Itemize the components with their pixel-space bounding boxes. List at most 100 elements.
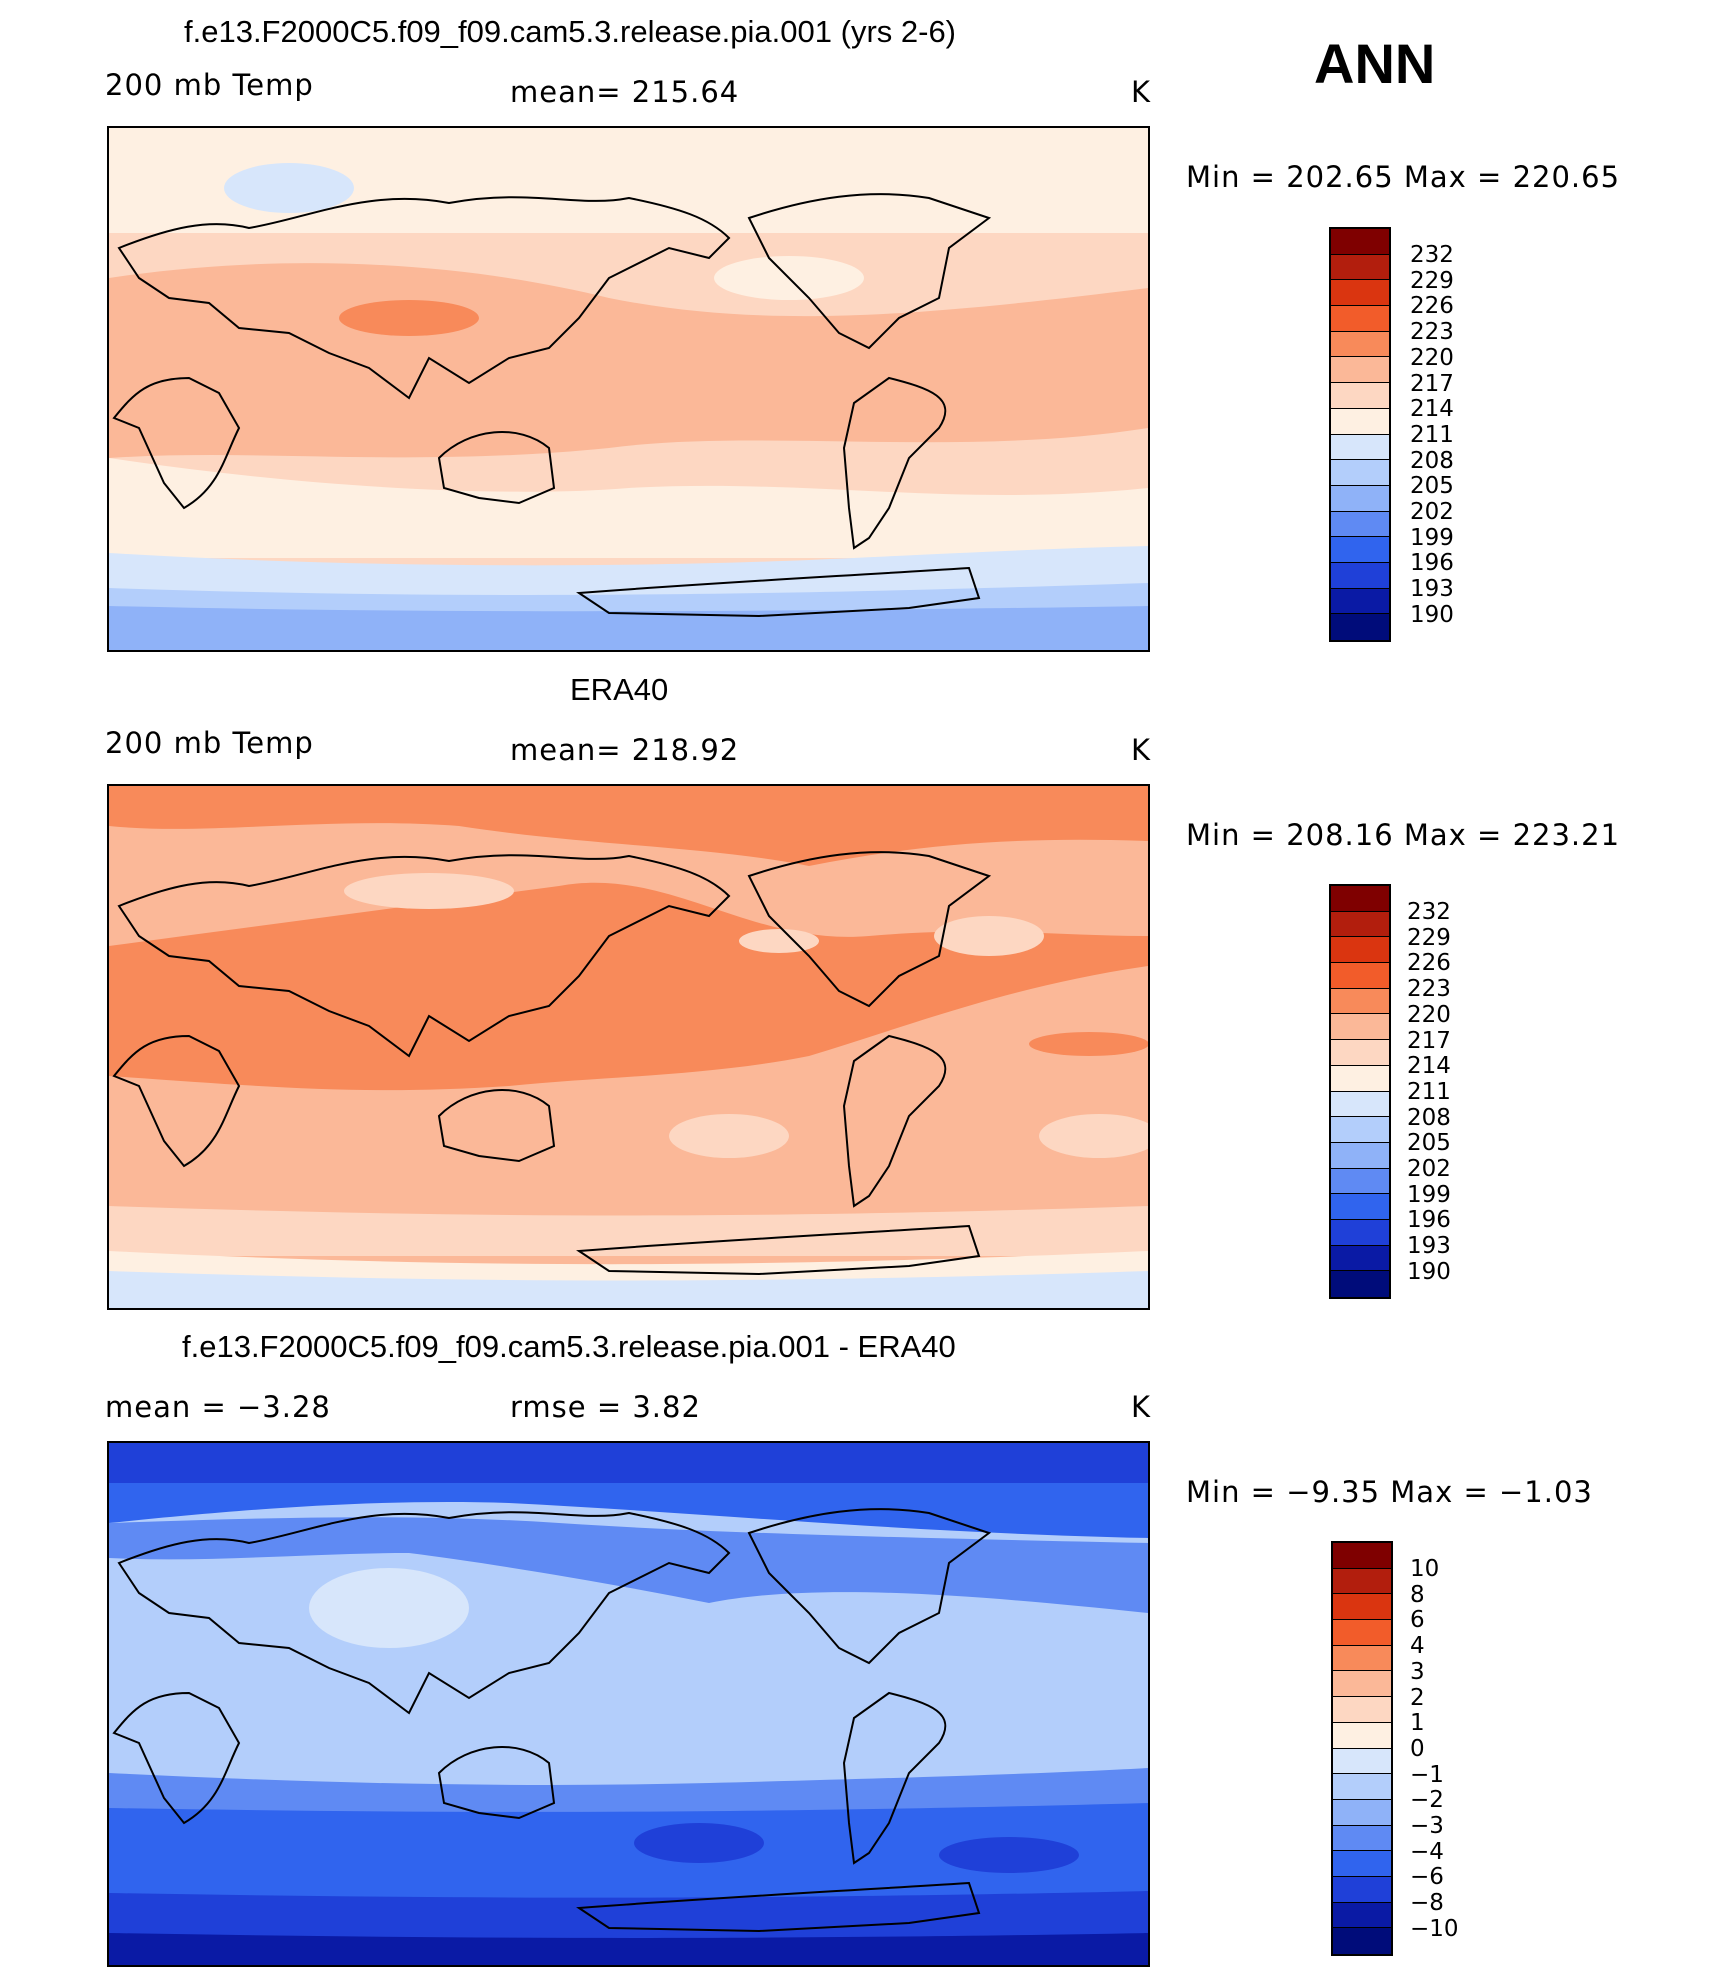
colorbar-tick-label: 232 [1410,242,1454,268]
colorbar-tick-label: 8 [1410,1581,1425,1608]
colorbar-tick-label: 217 [1410,370,1454,397]
colorbar-tick-label: 202 [1407,1156,1451,1182]
colorbar-tick-label: −6 [1410,1864,1444,1891]
colorbar-tick-label: 190 [1407,1258,1451,1285]
colorbar-tick-label: 214 [1407,1053,1451,1080]
panel2-minmax: Min = 208.16 Max = 223.21 [1186,818,1621,852]
panel1-mean-label: mean= 215.64 [510,75,740,109]
colorbar-tick-label: 190 [1410,601,1454,628]
colorbar-tick-label: 217 [1407,1027,1451,1054]
colorbar-swatch [1333,1902,1391,1929]
season-label: ANN [1314,32,1436,95]
colorbar-swatch [1331,1245,1389,1272]
panel3-coastlines [112,1508,992,1933]
colorbar-swatch [1331,614,1389,640]
colorbar-swatch [1331,306,1389,332]
colorbar-tick-label: 229 [1410,267,1454,294]
colorbar-swatch [1333,1876,1391,1903]
panel3-units-label: K [1131,1390,1152,1424]
colorbar-swatch [1331,1065,1389,1092]
colorbar-tick-label: 220 [1407,1001,1451,1028]
colorbar-swatch [1331,408,1389,435]
colorbar-swatch [1333,1697,1391,1723]
colorbar-swatch [1331,1117,1389,1143]
colorbar-tick-label: −10 [1410,1915,1459,1942]
panel1-title: f.e13.F2000C5.f09_f09.cam5.3.release.pia… [184,14,957,49]
panel1-coastlines [112,193,992,618]
colorbar-tick-label: 229 [1407,924,1451,951]
colorbar-swatch [1331,1014,1389,1041]
panel3-mean-label: mean = −3.28 [105,1390,331,1424]
panel2-units-label: K [1131,733,1152,767]
colorbar-tick-label: 193 [1407,1233,1451,1260]
colorbar-swatch [1331,229,1389,255]
colorbar-tick-label: 196 [1410,550,1454,577]
colorbar-tick-label: 6 [1410,1607,1425,1634]
colorbar-tick-label: 202 [1410,499,1454,525]
colorbar-swatch [1333,1543,1391,1569]
panel2-variable-label: 200 mb Temp [105,726,314,760]
colorbar-tick-label: 211 [1410,421,1454,448]
colorbar-swatch [1331,1142,1389,1169]
panel3-rmse-label: rmse = 3.82 [510,1390,701,1424]
colorbar-swatch [1331,254,1389,281]
colorbar-tick-label: −8 [1410,1890,1444,1917]
colorbar-tick-label: 199 [1407,1181,1451,1208]
panel1-units-label: K [1131,75,1152,109]
colorbar-tick-label: −2 [1410,1787,1444,1814]
panel2-colorbar [1329,884,1391,1299]
colorbar-tick-label: 223 [1410,319,1454,346]
colorbar-swatch [1333,1620,1391,1646]
colorbar-swatch [1331,886,1389,912]
panel1-colorbar [1329,227,1391,642]
colorbar-tick-label: 196 [1407,1207,1451,1234]
panel3-map [107,1441,1150,1967]
panel2-title: ERA40 [570,672,669,707]
panel1-map [107,126,1150,652]
colorbar-swatch [1331,331,1389,358]
colorbar-swatch [1333,1851,1391,1877]
colorbar-tick-label: −3 [1410,1813,1444,1839]
colorbar-swatch [1331,562,1389,589]
panel2-mean-label: mean= 218.92 [510,733,740,767]
colorbar-swatch [1331,511,1389,538]
colorbar-tick-label: 211 [1407,1078,1451,1105]
panel1-variable-label: 200 mb Temp [105,68,314,102]
colorbar-tick-label: 193 [1410,576,1454,603]
colorbar-swatch [1331,911,1389,938]
colorbar-tick-label: 0 [1410,1735,1425,1762]
colorbar-swatch [1333,1774,1391,1800]
colorbar-tick-label: −4 [1410,1838,1444,1865]
colorbar-swatch [1333,1799,1391,1826]
colorbar-swatch [1331,1168,1389,1195]
colorbar-swatch [1331,485,1389,512]
colorbar-swatch [1331,1219,1389,1246]
colorbar-tick-label: 214 [1410,396,1454,423]
colorbar-tick-label: 223 [1407,976,1451,1003]
colorbar-swatch [1333,1748,1391,1775]
colorbar-tick-label: 226 [1407,950,1451,977]
colorbar-tick-label: 3 [1410,1658,1425,1685]
colorbar-swatch [1331,1194,1389,1220]
colorbar-swatch [1331,1040,1389,1066]
colorbar-tick-label: 205 [1410,473,1454,500]
colorbar-swatch [1333,1722,1391,1749]
colorbar-swatch [1333,1568,1391,1595]
colorbar-swatch [1331,937,1389,964]
colorbar-tick-label: 10 [1410,1556,1440,1582]
colorbar-swatch [1333,1825,1391,1852]
colorbar-swatch [1333,1671,1391,1698]
colorbar-swatch [1333,1928,1391,1954]
colorbar-swatch [1331,357,1389,384]
panel2-coastlines [112,851,992,1276]
colorbar-swatch [1331,1091,1389,1118]
panel1-minmax: Min = 202.65 Max = 220.65 [1186,160,1621,194]
colorbar-tick-label: 205 [1407,1130,1451,1157]
colorbar-swatch [1331,383,1389,409]
colorbar-swatch [1333,1594,1391,1621]
colorbar-tick-label: 2 [1410,1684,1425,1711]
colorbar-tick-label: 208 [1407,1104,1451,1131]
colorbar-tick-label: 226 [1410,293,1454,320]
colorbar-swatch [1333,1645,1391,1672]
colorbar-swatch [1331,1271,1389,1297]
